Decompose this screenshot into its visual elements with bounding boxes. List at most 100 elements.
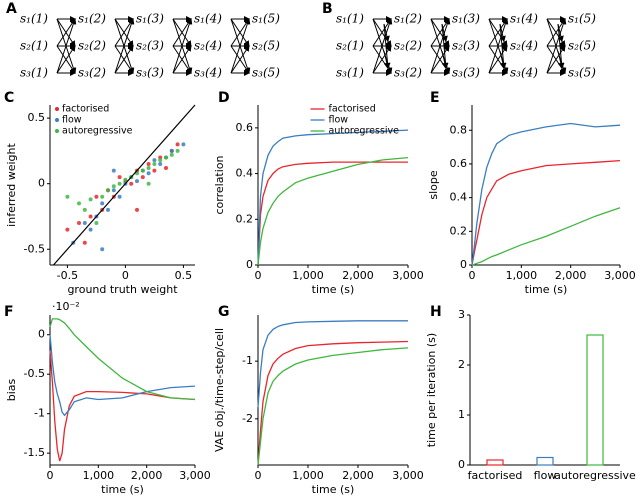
node-label: s₁(1) [336,12,364,26]
point [88,227,93,232]
point [152,168,157,173]
x-axis-label: time (s) [525,283,568,296]
node-label: s₁(2) [394,12,422,26]
node-label: s₃(1) [336,66,364,80]
arrow [383,50,390,69]
arrow [372,45,392,74]
y-axis-label: bias [5,378,18,401]
arrow [230,18,251,74]
x-tick-label: 3,000 [392,269,424,282]
point [158,162,163,167]
y-axis-label: time per iteration (s) [425,333,438,447]
series-line [257,320,408,408]
arrow [114,45,134,74]
arrow [383,23,391,69]
y-axis-label: VAE obj./time-step/cell [213,328,226,452]
x-axis-label: ground truth weight [67,283,178,296]
arrow [546,18,567,74]
y-tick-label: 2 [458,358,465,371]
x-tick-label: 3,000 [179,469,211,482]
point [77,221,81,226]
point [146,162,151,167]
node-label: s₁(4) [194,12,222,26]
point [129,181,134,186]
node-label: s₂(2) [78,39,106,53]
y-tick-label: 0 [460,258,467,271]
y-tick-label: -0.5 [24,242,45,255]
node-label: s₁(4) [510,12,538,26]
node-label: s₁(3) [136,12,164,26]
point [111,184,116,189]
bar [486,459,504,466]
arrow [56,18,77,74]
node-label: s₁(2) [78,12,106,26]
x-tick-label: 1,000 [506,269,538,282]
y-tick-label: 0.6 [450,157,468,170]
point [146,165,151,170]
y-tick-label: 0.8 [450,123,468,136]
y-tick-label: -0.5 [24,367,45,380]
node-label: s₁(1) [20,12,48,26]
x-axis-label: time (s) [312,483,355,496]
point [111,168,116,173]
point [77,201,81,206]
point [106,188,110,193]
node-label: s₃(5) [252,66,280,80]
point [65,227,70,232]
panel-label: C [4,90,14,106]
point [140,168,145,173]
node-label: s₂(1) [20,39,48,53]
arrow [546,45,566,74]
x-axis-label: time (s) [312,283,355,296]
point [65,194,70,199]
point [88,197,93,202]
node-label: s₃(4) [194,66,222,80]
point [82,240,87,245]
y-axis-label: slope [427,170,440,199]
point [135,179,139,184]
node-label: s₂(2) [394,39,422,53]
x-tick-label: 0 [469,269,476,282]
point [117,181,122,186]
point [111,188,116,193]
panel-label: H [430,304,442,320]
x-tick-label: 0 [255,269,262,282]
point [117,194,122,199]
y-tick-label: 0.4 [450,191,468,204]
bar [536,456,554,466]
node-label: s₂(4) [194,39,222,53]
series-line [49,334,196,417]
panel-label: G [218,304,230,320]
legend-label: flow [62,115,82,126]
arrow [488,18,509,74]
x-tick-label: 1,000 [83,469,115,482]
legend-label: autoregressive [329,126,400,137]
series-line [257,156,409,266]
x-tick-label: 3,000 [392,469,424,482]
x-tick-label: flow [534,469,557,482]
arrow [441,50,448,69]
panel-label: D [218,90,230,106]
y-tick-label: 1 [458,408,465,421]
point [175,142,180,147]
point [140,175,145,180]
point [146,171,151,176]
node-label: s₂(1) [336,39,364,53]
arrow [430,18,451,74]
arrow [372,18,393,74]
arrow [488,45,508,74]
arrow [499,23,507,69]
point [100,201,105,206]
point [181,142,186,147]
legend-swatch [55,129,59,133]
x-tick-label: 2,000 [131,469,163,482]
point [152,158,157,163]
point [100,194,105,199]
y-tick-label: -2 [242,412,253,425]
point [152,162,157,167]
panel-label: B [322,1,333,17]
arrow [230,45,250,74]
node-label: s₃(2) [78,66,106,80]
identity-line [53,104,196,266]
